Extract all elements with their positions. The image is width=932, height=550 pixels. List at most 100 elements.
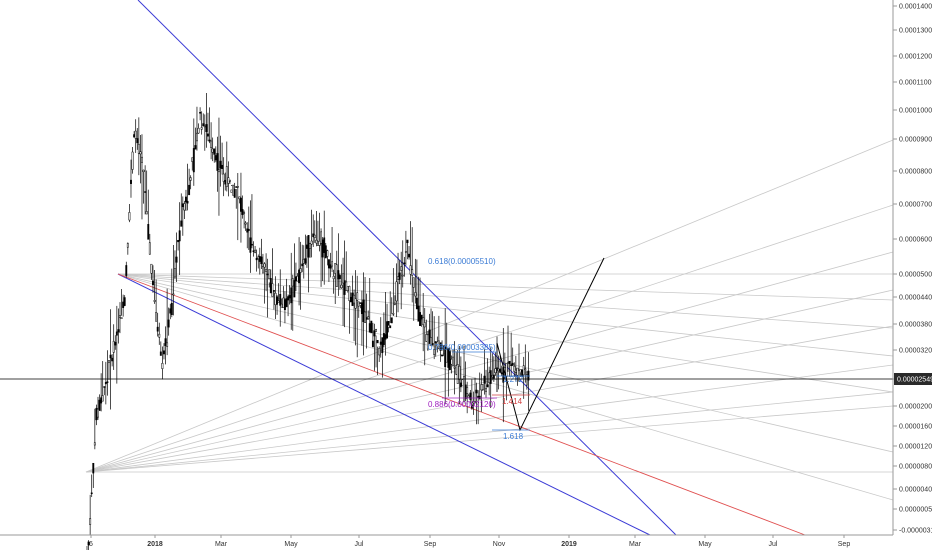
candle-body [120, 317, 123, 319]
candle-body [393, 302, 396, 305]
candle-body [114, 342, 117, 346]
candle-body [431, 343, 434, 346]
candle-body [439, 342, 442, 351]
candle-body [123, 297, 126, 306]
candle-body [489, 370, 492, 384]
candle-body [213, 148, 216, 155]
gann-fan-lines [85, 139, 894, 501]
candle-body [255, 257, 258, 261]
candle-body [491, 375, 494, 378]
candle-body [222, 173, 225, 182]
candle-body [338, 275, 341, 280]
candle-body [397, 276, 399, 280]
candle-body [510, 364, 513, 366]
x-tick-label: 6 [89, 541, 93, 548]
candle-body [370, 320, 373, 334]
candle-body [318, 240, 321, 246]
candle-body [382, 333, 385, 345]
fib-level-label: 0.618(0.00005510) [428, 257, 496, 266]
candle-body [467, 395, 470, 399]
candle-body [258, 256, 261, 262]
candle-body [111, 357, 114, 362]
candle-body [507, 362, 509, 364]
x-axis[interactable]: 6 2018 Mar May Jul Sep Nov 2019 Mar May Jul Sep [0, 534, 893, 548]
candle-body [452, 356, 454, 366]
candle-body [497, 368, 500, 372]
candle-body [466, 387, 469, 394]
fan-line [85, 405, 894, 473]
candle-body [244, 222, 247, 225]
candle-body [500, 372, 503, 375]
candle-body [301, 263, 304, 267]
candle-body [326, 250, 329, 257]
candle-body [247, 228, 250, 231]
candle-body [205, 124, 208, 132]
candle-body [87, 541, 90, 546]
candle-body [130, 179, 132, 184]
candle-body [126, 243, 129, 248]
candle-body [233, 188, 236, 198]
candle-body [141, 156, 143, 163]
fib-level-label: 1.414 [502, 397, 523, 406]
candle-body [320, 231, 323, 244]
candle-body [279, 294, 282, 306]
candle-body [384, 334, 387, 340]
candle-body [178, 230, 181, 242]
candle-body [290, 287, 293, 304]
x-tick-label: 2018 [147, 541, 163, 548]
candle-body [475, 389, 478, 394]
y-tick-label: -0.00000310 [899, 528, 932, 535]
candle-body [376, 340, 379, 344]
candle-body [166, 342, 169, 347]
candle-body [356, 292, 359, 301]
candle-body [216, 153, 219, 171]
candle-body [97, 408, 99, 418]
candle-body [139, 151, 142, 155]
candle-body [268, 269, 271, 280]
candle-body [183, 203, 186, 211]
candle-body [196, 132, 198, 142]
candle-body [389, 325, 392, 329]
fan-line [117, 273, 894, 357]
candle-body [310, 240, 313, 245]
candle-body [241, 209, 244, 215]
candle-body [174, 268, 176, 278]
candle-body [337, 270, 340, 280]
candle-body [200, 127, 203, 130]
candle-body [219, 160, 222, 169]
candle-body [456, 364, 459, 384]
candle-body [192, 148, 195, 173]
candle-body [100, 397, 103, 404]
candle-body [362, 299, 365, 322]
candle-body [340, 284, 343, 289]
candle-body [414, 292, 417, 297]
candle-body [252, 250, 255, 252]
candle-body [266, 273, 269, 276]
candle-body [156, 326, 159, 332]
candle-body [469, 392, 472, 400]
candle-body [225, 166, 228, 187]
candle-body [324, 245, 327, 259]
fan-line [117, 273, 894, 301]
candle-body [167, 319, 170, 328]
candle-body [422, 317, 425, 326]
candle-body [354, 298, 357, 309]
candle-body [224, 179, 227, 185]
candle-body [92, 462, 95, 474]
candle-body [238, 196, 241, 200]
candle-body [211, 148, 214, 153]
candle-body [294, 276, 297, 282]
candle-body [357, 301, 360, 307]
falling-channel [117, 0, 806, 536]
candle-body [133, 134, 136, 138]
candle-body [122, 301, 125, 308]
candle-body [164, 338, 167, 346]
candle-body [408, 253, 410, 258]
